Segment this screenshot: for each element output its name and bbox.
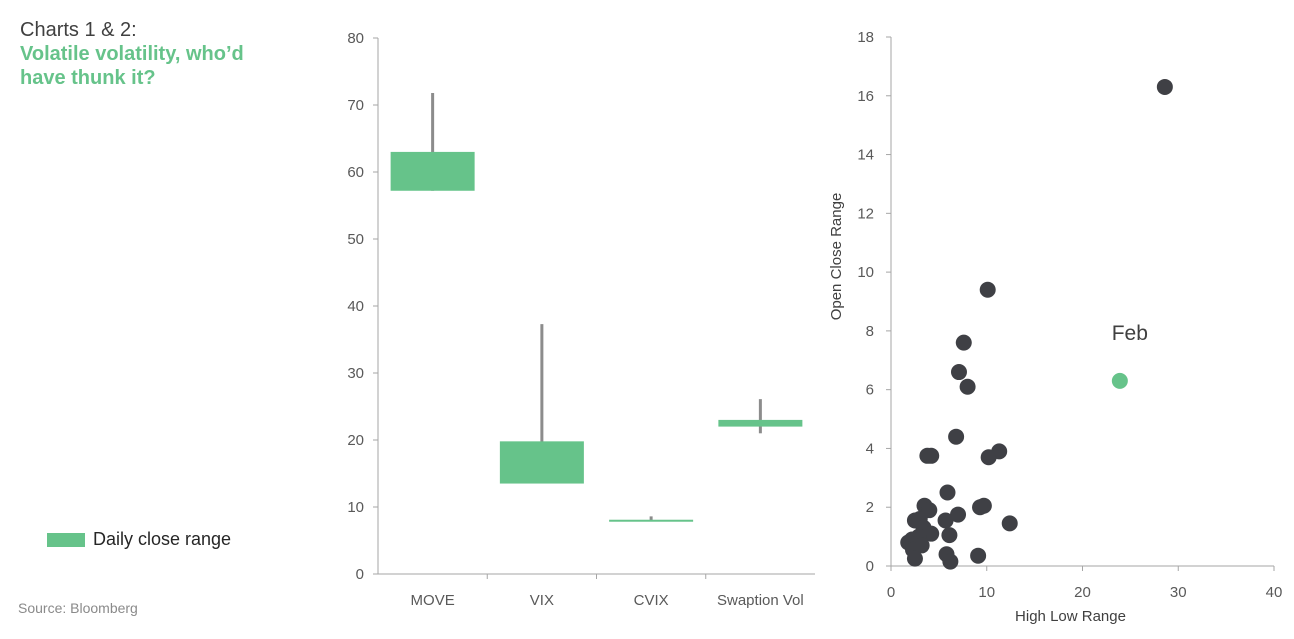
scatter-point-feb bbox=[1111, 372, 1128, 389]
scatter-annotation-feb: Feb bbox=[1112, 322, 1148, 345]
scatter-point bbox=[980, 449, 997, 466]
chart-title-line-1: Volatile volatility, who’d bbox=[20, 43, 244, 65]
scatter-y-tick-label: 16 bbox=[857, 88, 874, 105]
scatter-point bbox=[1156, 78, 1173, 95]
legend-label: Daily close range bbox=[93, 529, 232, 549]
bar-move bbox=[390, 151, 475, 191]
scatter-y-tick-label: 0 bbox=[866, 558, 874, 575]
scatter-x-tick-label: 0 bbox=[887, 584, 895, 601]
bar-y-tick-label: 60 bbox=[347, 164, 364, 181]
bar-y-tick-label: 50 bbox=[347, 231, 364, 248]
scatter-x-tick-label: 10 bbox=[978, 584, 995, 601]
scatter-y-tick-label: 4 bbox=[866, 440, 874, 457]
bar-swaption-vol bbox=[718, 419, 803, 427]
bar-x-tick-label: VIX bbox=[530, 592, 554, 609]
heading: Charts 1 & 2: Volatile volatility, who’d… bbox=[20, 18, 320, 90]
range-bar-chart: 0 10 20 30 40 50 60 70 80 MOVE VIX CVIX Swaption Vol bbox=[347, 30, 815, 609]
scatter-point bbox=[950, 364, 967, 381]
scatter-x-tick-label: 30 bbox=[1170, 584, 1187, 601]
bar-y-tick-label: 40 bbox=[347, 298, 364, 315]
scatter-point bbox=[941, 527, 958, 544]
scatter-point bbox=[979, 281, 996, 298]
bar-y-tick-label: 70 bbox=[347, 97, 364, 114]
scatter-point bbox=[939, 484, 956, 501]
bar-x-tick-label: CVIX bbox=[634, 592, 669, 609]
scatter-point bbox=[972, 499, 989, 516]
scatter-y-tick-label: 14 bbox=[857, 147, 874, 164]
scatter-point bbox=[959, 378, 976, 395]
scatter-point bbox=[948, 428, 965, 445]
source-note: Source: Bloomberg bbox=[18, 600, 138, 616]
legend-swatch bbox=[47, 532, 85, 547]
bar-y-tick-label: 20 bbox=[347, 432, 364, 449]
bar-y-tick-label: 30 bbox=[347, 365, 364, 382]
scatter-x-tick-label: 40 bbox=[1266, 584, 1283, 601]
scatter-point bbox=[950, 506, 967, 523]
scatter-point bbox=[923, 525, 940, 542]
scatter-x-axis-title: High Low Range bbox=[1015, 608, 1126, 625]
scatter-y-tick-label: 10 bbox=[857, 264, 874, 281]
bar-y-tick-label: 10 bbox=[347, 499, 364, 516]
bar-y-tick-label: 80 bbox=[347, 30, 364, 47]
scatter-y-tick-label: 18 bbox=[857, 29, 874, 46]
bar-y-tick-label: 0 bbox=[356, 566, 364, 583]
chart-title-line-2: have thunk it? bbox=[20, 67, 156, 89]
bar-cvix bbox=[609, 519, 694, 522]
bar-x-tick-label: MOVE bbox=[411, 592, 455, 609]
scatter-point bbox=[1001, 515, 1018, 532]
legend: Daily close range bbox=[47, 529, 231, 550]
scatter-y-tick-label: 6 bbox=[866, 382, 874, 399]
scatter-point bbox=[937, 512, 954, 529]
scatter-x-tick-label: 20 bbox=[1074, 584, 1091, 601]
chart-label: Charts 1 & 2: bbox=[20, 19, 137, 41]
bar-x-tick-label: Swaption Vol bbox=[717, 592, 804, 609]
scatter-y-tick-label: 2 bbox=[866, 499, 874, 516]
scatter-chart: 0 2 4 6 8 10 12 14 16 18 0 10 20 30 40 High Low Range Op… bbox=[828, 29, 1282, 625]
scatter-y-axis-title: Open Close Range bbox=[828, 193, 845, 321]
scatter-point bbox=[919, 447, 936, 464]
scatter-y-tick-label: 8 bbox=[866, 323, 874, 340]
scatter-point bbox=[942, 553, 959, 570]
bar-vix bbox=[499, 441, 584, 484]
scatter-y-tick-label: 12 bbox=[857, 205, 874, 222]
scatter-point bbox=[955, 334, 972, 351]
scatter-point bbox=[970, 547, 987, 564]
scatter-point bbox=[906, 550, 923, 567]
